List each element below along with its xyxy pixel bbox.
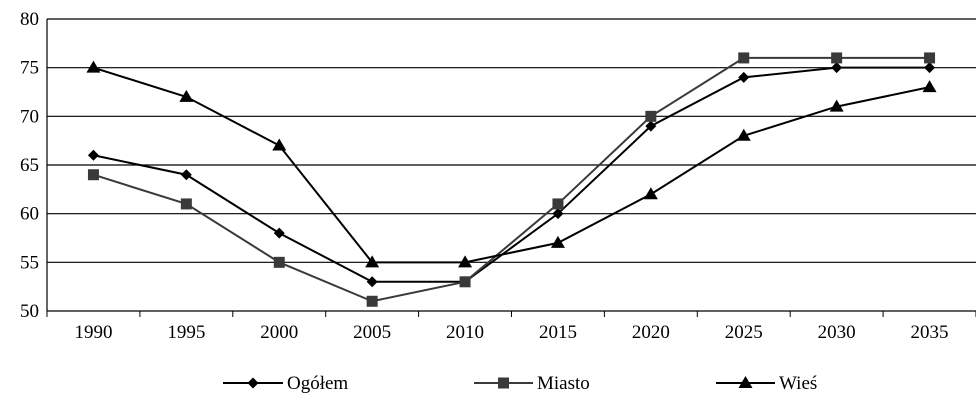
- data-point-square: [273, 256, 285, 268]
- series-ogółem: [87, 62, 936, 288]
- data-point-triangle: [458, 255, 473, 268]
- data-point-square: [366, 295, 378, 307]
- series-miasto: [87, 52, 936, 307]
- data-point-diamond: [645, 120, 657, 132]
- y-tick-label: 80: [20, 9, 39, 30]
- x-tick-label: 2020: [632, 322, 670, 343]
- series-line: [93, 66, 930, 264]
- data-point-diamond: [180, 169, 192, 181]
- legend-item: Wieś: [716, 373, 817, 394]
- data-point-triangle: [829, 99, 844, 112]
- legend-marker-square: [498, 377, 509, 389]
- legend-item: Ogółem: [223, 373, 348, 394]
- data-point-triangle: [736, 128, 751, 141]
- data-point-square: [87, 169, 99, 181]
- series-line: [93, 56, 930, 303]
- data-point-square: [831, 52, 843, 64]
- legend-marker-diamond: [247, 377, 259, 389]
- series-wieś: [86, 60, 937, 268]
- data-point-triangle: [86, 60, 101, 73]
- axes: 50 55 60 65 70 75 80 1990 1995 2000 2005 2010 2015 20…: [20, 9, 976, 343]
- data-point-triangle: [550, 235, 565, 248]
- x-tick-label: 1990: [74, 322, 112, 343]
- y-tick-label: 60: [20, 204, 39, 225]
- legend-label: Wieś: [779, 373, 817, 394]
- y-tick-label: 70: [20, 106, 39, 127]
- data-point-triangle: [179, 89, 194, 102]
- x-tick-label: 2030: [818, 322, 856, 343]
- legend-item: Miasto: [474, 373, 590, 394]
- legend: Ogółem Miasto Wieś: [223, 373, 817, 394]
- x-tick-label: 2010: [446, 322, 484, 343]
- legend-label: Ogółem: [287, 373, 348, 394]
- legend-marker-triangle: [738, 376, 753, 388]
- data-point-diamond: [273, 227, 285, 239]
- x-tick-label: 1995: [167, 322, 205, 343]
- data-point-square: [180, 198, 192, 210]
- x-tick-label: 2005: [353, 322, 391, 343]
- data-point-diamond: [831, 62, 843, 74]
- x-tick-label: 2025: [725, 322, 763, 343]
- data-point-triangle: [643, 187, 658, 200]
- data-point-square: [552, 198, 564, 210]
- data-point-diamond: [552, 208, 564, 220]
- legend-label: Miasto: [537, 373, 590, 394]
- y-tick-label: 75: [20, 58, 39, 79]
- data-point-triangle: [365, 255, 380, 268]
- series-line: [93, 66, 930, 283]
- data-point-square: [738, 52, 750, 64]
- data-point-diamond: [738, 71, 750, 83]
- series: [86, 52, 937, 307]
- data-point-triangle: [922, 80, 937, 93]
- y-tick-label: 65: [20, 155, 39, 176]
- data-point-square: [459, 276, 471, 288]
- data-point-diamond: [87, 149, 99, 161]
- y-tick-label: 55: [20, 252, 39, 273]
- x-tick-label: 2035: [911, 322, 949, 343]
- data-point-square: [645, 110, 657, 122]
- x-tick-label: 2015: [539, 322, 577, 343]
- data-point-square: [924, 52, 936, 64]
- data-point-diamond: [366, 276, 378, 288]
- data-point-triangle: [272, 138, 287, 151]
- data-point-diamond: [924, 62, 936, 74]
- x-tick-label: 2000: [260, 322, 298, 343]
- y-tick-label: 50: [20, 301, 39, 322]
